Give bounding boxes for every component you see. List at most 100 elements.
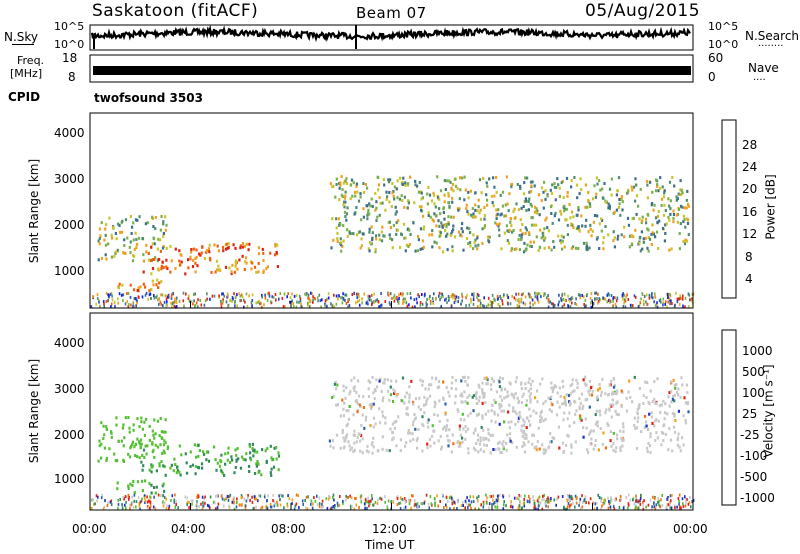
heat-cell [519, 218, 522, 222]
heat-cell [338, 198, 341, 202]
heat-cell [496, 294, 499, 298]
heat-cell [440, 304, 442, 308]
heat-cell [606, 422, 609, 426]
heat-cell [567, 502, 570, 505]
heat-cell [551, 403, 554, 407]
heat-cell [495, 176, 498, 179]
heat-cell [144, 285, 147, 289]
heat-cell [574, 494, 577, 498]
heat-cell [265, 504, 268, 508]
heat-cell [515, 298, 517, 302]
heat-cell [442, 380, 445, 384]
heat-cell [404, 505, 407, 509]
heat-cell [342, 384, 345, 388]
heat-cell [403, 195, 406, 199]
heat-cell [331, 217, 334, 221]
heat-cell [414, 179, 417, 183]
heat-cell [587, 230, 590, 234]
heat-cell [143, 496, 146, 500]
heat-cell [568, 298, 571, 301]
heat-cell [375, 219, 378, 222]
heat-cell [657, 496, 660, 500]
heat-cell [140, 499, 143, 503]
power-cbar-tick-28: 28 [742, 138, 758, 152]
heat-cell [486, 496, 488, 500]
heat-cell [539, 411, 542, 415]
vel-cbar-tick-1000: 1000 [742, 344, 773, 358]
heat-cell [556, 391, 559, 395]
heat-cell [627, 298, 630, 301]
heat-cell [496, 223, 499, 227]
heat-cell [389, 178, 392, 182]
heat-cell [252, 507, 255, 511]
heat-cell [643, 425, 646, 429]
heat-cell [643, 302, 645, 306]
heat-cell [671, 175, 674, 179]
heat-cell [435, 296, 437, 300]
heat-cell [612, 296, 615, 300]
heat-cell [510, 185, 513, 189]
heat-cell [180, 260, 183, 264]
heat-cell [395, 419, 398, 423]
heat-cell [668, 248, 671, 252]
heat-cell [468, 394, 471, 398]
heat-cell [216, 506, 219, 510]
heat-cell [502, 447, 505, 451]
heat-cell [377, 498, 379, 502]
heat-cell [600, 507, 602, 511]
heat-cell [648, 412, 651, 416]
heat-cell [276, 500, 278, 504]
heat-cell [135, 298, 138, 302]
heat-cell [220, 460, 223, 464]
heat-cell [326, 297, 328, 301]
heat-cell [352, 181, 355, 185]
heat-cell [500, 297, 502, 300]
heat-cell [353, 448, 356, 452]
heat-cell [194, 257, 197, 261]
heat-cell [537, 193, 541, 197]
heat-cell [684, 497, 687, 501]
heat-cell [582, 241, 586, 245]
heat-cell [589, 497, 592, 501]
heat-cell [525, 208, 528, 212]
heat-cell [571, 382, 574, 386]
heat-cell [477, 294, 480, 297]
heat-cell [227, 498, 230, 502]
heat-cell [300, 302, 302, 306]
heat-cell [524, 302, 527, 306]
heat-cell [646, 446, 649, 450]
heat-cell [444, 402, 447, 406]
heat-cell [529, 414, 532, 418]
heat-cell [159, 416, 162, 420]
heat-cell [353, 441, 356, 445]
heat-cell [651, 505, 653, 509]
heat-cell [133, 491, 136, 495]
heat-cell [349, 197, 352, 201]
heat-cell [128, 495, 130, 499]
heat-cell [485, 305, 488, 309]
heat-cell [541, 231, 544, 235]
heat-cell [214, 507, 217, 511]
heat-cell [136, 301, 138, 305]
heat-cell [500, 247, 503, 251]
heat-cell [558, 405, 561, 409]
heat-cell [392, 436, 395, 440]
heat-cell [505, 224, 508, 228]
heat-cell [482, 505, 485, 509]
heat-cell [569, 401, 572, 405]
heat-cell [462, 501, 464, 505]
heat-cell [377, 188, 380, 192]
heat-cell [562, 401, 565, 405]
heat-cell [647, 441, 650, 445]
heat-cell [487, 409, 490, 413]
heat-cell [511, 441, 514, 445]
heat-cell [129, 503, 131, 507]
heat-cell [360, 497, 362, 501]
heat-cell [402, 297, 405, 301]
heat-cell [548, 440, 552, 444]
heat-cell [242, 457, 245, 461]
heat-cell [240, 503, 242, 507]
heat-cell [236, 267, 239, 271]
heat-cell [475, 413, 479, 417]
heat-cell [411, 494, 413, 498]
